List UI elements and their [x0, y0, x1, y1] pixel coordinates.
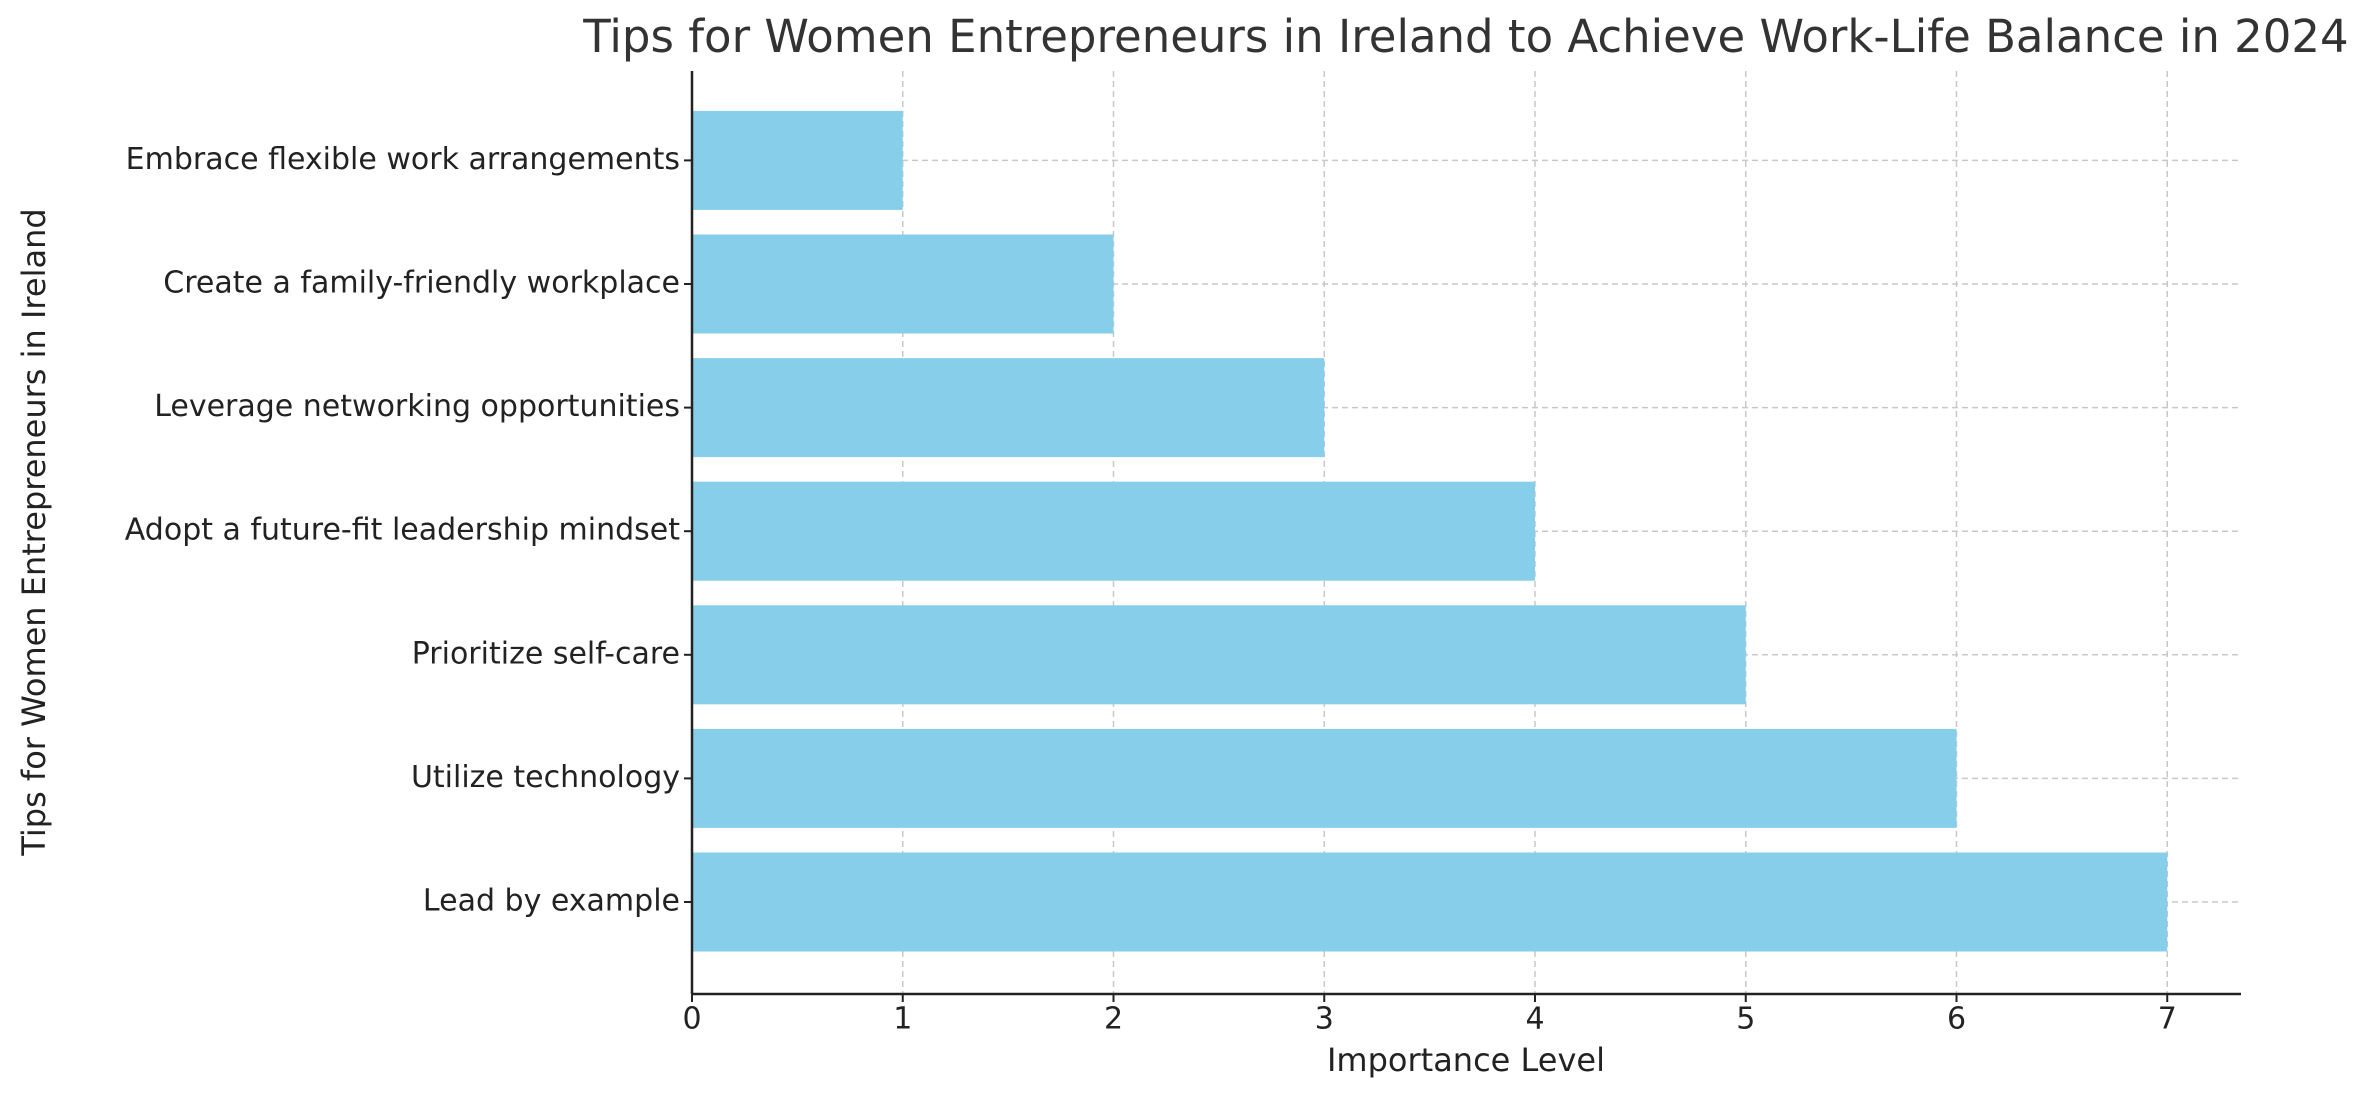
labels: 0 1 2 3 4 5 6 7 Lead by example Utilize technolog…	[125, 142, 2177, 1037]
y-tick-label: Leverage networking opportunities	[154, 389, 680, 424]
bars	[692, 110, 2168, 952]
x-tick-label: 1	[893, 1002, 912, 1037]
chart-title: Tips for Women Entrepreneurs in Ireland …	[582, 10, 2348, 63]
bar	[692, 110, 903, 210]
bar	[692, 481, 1535, 581]
bar	[692, 605, 1746, 705]
x-tick-label: 5	[1736, 1002, 1755, 1037]
x-tick-label: 3	[1315, 1002, 1334, 1037]
x-tick-label: 6	[1947, 1002, 1966, 1037]
y-tick-label: Create a family-friendly workplace	[163, 266, 680, 301]
x-tick-label: 0	[682, 1002, 701, 1037]
bar	[692, 852, 2168, 952]
bar	[692, 728, 1957, 828]
x-tick-label: 2	[1104, 1002, 1123, 1037]
y-axis-label: Tips for Women Entrepreneurs in Ireland	[15, 208, 53, 856]
x-axis-label: Importance Level	[1327, 1041, 1605, 1079]
y-tick-label: Utilize technology	[411, 760, 680, 795]
y-tick-label: Embrace flexible work arrangements	[126, 142, 680, 177]
x-tick-label: 4	[1525, 1002, 1544, 1037]
bar	[692, 234, 1114, 334]
y-tick-label: Lead by example	[423, 884, 680, 919]
y-tick-label: Adopt a future-fit leadership mindset	[125, 513, 680, 548]
x-tick-label: 7	[2158, 1002, 2177, 1037]
y-tick-label: Prioritize self-care	[412, 636, 680, 671]
bar	[692, 358, 1325, 458]
